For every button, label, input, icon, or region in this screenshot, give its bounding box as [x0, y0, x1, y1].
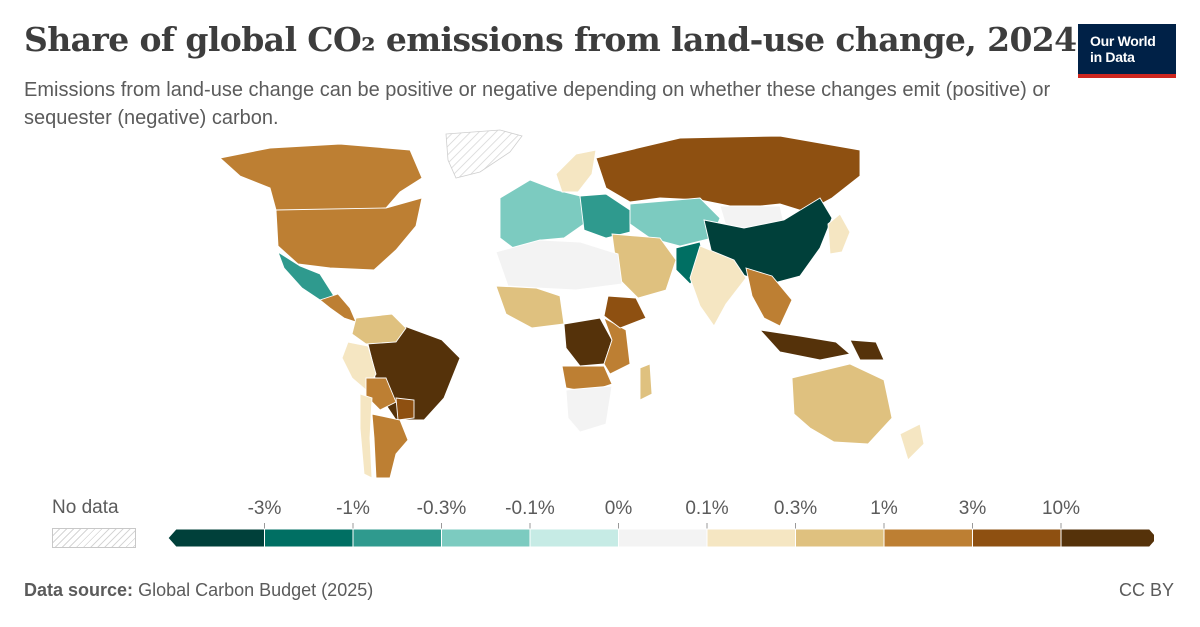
region-central-america[interactable]: [319, 293, 357, 323]
region-bolivia[interactable]: [365, 377, 397, 411]
legend-bin-9[interactable]: [972, 528, 1062, 548]
region-madagascar[interactable]: [639, 363, 653, 401]
region-europe-east[interactable]: [579, 193, 631, 239]
region-new-zealand[interactable]: [899, 423, 925, 461]
legend-label-6: 0.3%: [774, 498, 817, 519]
region-east-africa[interactable]: [603, 317, 631, 375]
chart-subtitle: Emissions from land-use change can be po…: [24, 79, 1051, 129]
legend-label-7: 1%: [870, 498, 898, 519]
owid-logo[interactable]: Our World in Data: [1078, 24, 1176, 78]
region-indonesia[interactable]: [758, 329, 851, 361]
legend-label-0: -3%: [248, 498, 282, 519]
legend-no-data-label: No data: [52, 497, 119, 518]
legend-bin-8[interactable]: [883, 528, 973, 548]
region-southeast-asia[interactable]: [745, 267, 793, 327]
legend-bin-2[interactable]: [352, 528, 442, 548]
region-north-africa[interactable]: [495, 239, 623, 291]
region-russia[interactable]: [595, 135, 861, 213]
chart-title: Share of global CO₂ emissions from land-…: [24, 20, 1077, 59]
region-united-states[interactable]: [275, 197, 423, 271]
legend-no-data-swatch[interactable]: [52, 528, 136, 548]
legend-bin-4[interactable]: [529, 528, 619, 548]
region-canada[interactable]: [219, 143, 423, 213]
region-greenland[interactable]: [445, 129, 523, 179]
legend-bin-0[interactable]: [167, 528, 265, 548]
region-japan[interactable]: [827, 213, 851, 255]
legend-label-2: -0.3%: [417, 498, 467, 519]
logo-line-1: Our World: [1090, 33, 1156, 49]
legend-bin-3[interactable]: [441, 528, 531, 548]
region-chile[interactable]: [359, 393, 373, 479]
legend-label-1: -1%: [336, 498, 370, 519]
region-southern-africa[interactable]: [565, 385, 613, 433]
license-link[interactable]: CC BY: [1118, 580, 1174, 600]
region-india[interactable]: [689, 245, 747, 327]
legend-bin-1[interactable]: [264, 528, 354, 548]
legend-bin-5[interactable]: [618, 528, 708, 548]
legend-label-4: 0%: [605, 498, 633, 519]
legend-label-5: 0.1%: [685, 498, 728, 519]
region-argentina[interactable]: [371, 413, 409, 479]
world-map[interactable]: [160, 128, 1040, 488]
data-source-label: Data source:: [24, 580, 134, 600]
data-source-text[interactable]: Global Carbon Budget (2025): [138, 580, 374, 600]
region-scandinavia[interactable]: [555, 149, 597, 193]
region-kazakhstan-central-asia[interactable]: [629, 197, 721, 247]
legend-bin-7[interactable]: [795, 528, 885, 548]
logo-line-2: in Data: [1090, 49, 1135, 65]
region-colombia-venezuela[interactable]: [351, 313, 407, 345]
region-west-africa[interactable]: [495, 285, 565, 329]
legend-label-9: 10%: [1042, 498, 1080, 519]
region-middle-east[interactable]: [611, 233, 677, 299]
legend-label-3: -0.1%: [505, 498, 555, 519]
legend-label-8: 3%: [959, 498, 987, 519]
world-map-svg[interactable]: [160, 128, 1040, 488]
region-paraguay[interactable]: [395, 397, 415, 421]
legend-color-scale[interactable]: -3% -1% -0.3% -0.1% 0% 0.1% 0.3% 1% 3% 10%: [164, 492, 1154, 552]
region-ethiopia[interactable]: [603, 295, 647, 329]
region-central-africa-drc[interactable]: [563, 317, 613, 367]
data-source: Data source: Global Carbon Budget (2025): [24, 580, 373, 601]
legend-bin-10[interactable]: [1060, 528, 1154, 548]
region-papua-new-guinea[interactable]: [849, 339, 885, 361]
region-australia[interactable]: [791, 363, 893, 445]
legend-bin-6[interactable]: [706, 528, 796, 548]
region-europe-west[interactable]: [499, 179, 585, 251]
